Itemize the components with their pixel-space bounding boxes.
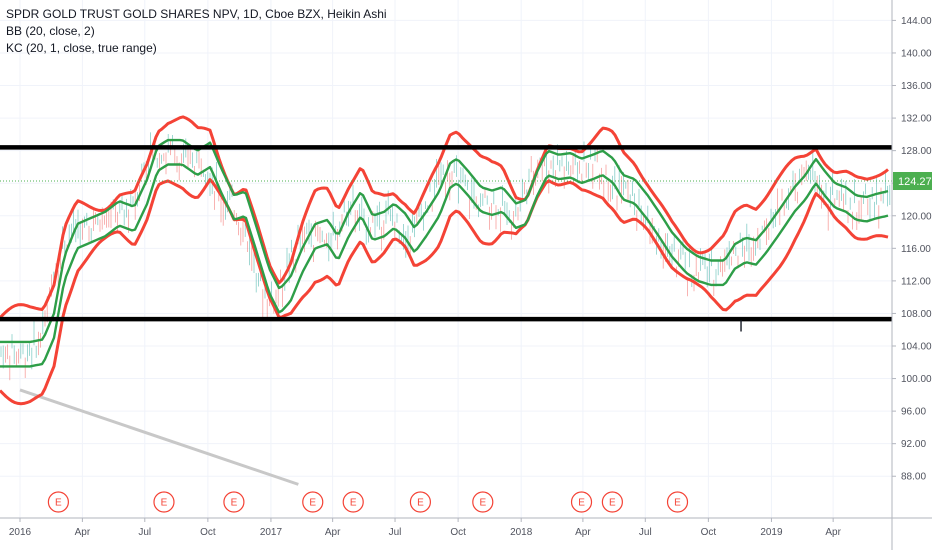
x-tick-label: Apr — [575, 527, 591, 538]
event-marker — [601, 491, 623, 513]
x-tick-label: Apr — [825, 527, 841, 538]
y-tick-label: 136.00 — [901, 81, 932, 92]
y-tick-label: 100.00 — [901, 374, 932, 385]
y-tick-label: 92.00 — [901, 439, 926, 450]
event-marker — [153, 491, 175, 513]
x-tick-label: Oct — [200, 527, 216, 538]
y-tick-label: 116.00 — [901, 244, 931, 255]
event-marker — [666, 491, 689, 513]
x-tick-label: 2018 — [510, 527, 533, 538]
y-tick-label: 96.00 — [901, 407, 926, 418]
bb-indicator-label[interactable]: BB (20, close, 2) — [6, 24, 95, 38]
x-tick-label: 2019 — [760, 527, 783, 538]
y-tick-label: 132.00 — [901, 114, 932, 125]
x-tick-label: Apr — [325, 527, 341, 538]
y-tick-label: 140.00 — [901, 48, 932, 59]
event-marker — [342, 491, 364, 513]
events-layer: l E E E E E E E E E E — [47, 318, 743, 513]
y-tick-label: 108.00 — [901, 309, 932, 320]
event-label: E — [674, 498, 681, 509]
event-label: E — [350, 498, 357, 509]
last-price-badge — [893, 172, 932, 191]
grid-lines — [0, 0, 892, 518]
bands-layer — [0, 115, 889, 406]
annotation-mark: l — [739, 318, 743, 335]
event-marker — [302, 491, 324, 513]
bb-lower-band — [0, 178, 889, 406]
x-tick-label: Jul — [138, 527, 151, 538]
kc-lower-band — [0, 163, 889, 368]
kc-indicator-label[interactable]: KC (20, 1, close, true range) — [6, 41, 157, 55]
y-tick-label: 128.00 — [901, 146, 932, 157]
x-tick-label: Jul — [389, 527, 402, 538]
bb-upper-band — [0, 115, 889, 319]
event-label: E — [479, 498, 486, 509]
event-label: E — [161, 498, 168, 509]
x-tick-label: Jul — [639, 527, 652, 538]
y-tick-label: 104.00 — [901, 342, 932, 353]
y-tick-label: 112.00 — [901, 276, 931, 287]
horizontal-levels-layer — [0, 145, 892, 322]
event-marker — [223, 491, 245, 513]
event-label: E — [578, 498, 585, 509]
event-marker — [472, 491, 494, 513]
x-tick-label: Oct — [701, 527, 717, 538]
x-tick-label: 2017 — [260, 527, 283, 538]
event-label: E — [55, 498, 62, 509]
event-label: E — [417, 498, 424, 509]
event-label: E — [309, 498, 316, 509]
event-label: E — [231, 498, 238, 509]
kc-upper-band — [0, 138, 889, 344]
y-tick-label: 120.00 — [901, 211, 932, 222]
x-tick-label: Oct — [450, 527, 466, 538]
x-tick-label: 2016 — [9, 527, 32, 538]
x-tick-label: Apr — [75, 527, 91, 538]
trend-line-layer — [19, 388, 299, 486]
last-price-label: 124.27 — [898, 176, 932, 188]
event-marker — [570, 491, 593, 513]
y-tick-label: 144.00 — [901, 16, 932, 27]
diagonal-trend-line — [19, 388, 299, 486]
event-label: E — [609, 498, 616, 509]
y-tick-label: 88.00 — [901, 472, 926, 483]
legend: SPDR GOLD TRUST GOLD SHARES NPV, 1D, Cbo… — [6, 6, 387, 57]
event-marker — [47, 491, 69, 513]
chart-title[interactable]: SPDR GOLD TRUST GOLD SHARES NPV, 1D, Cbo… — [6, 7, 387, 21]
event-marker — [409, 491, 432, 513]
